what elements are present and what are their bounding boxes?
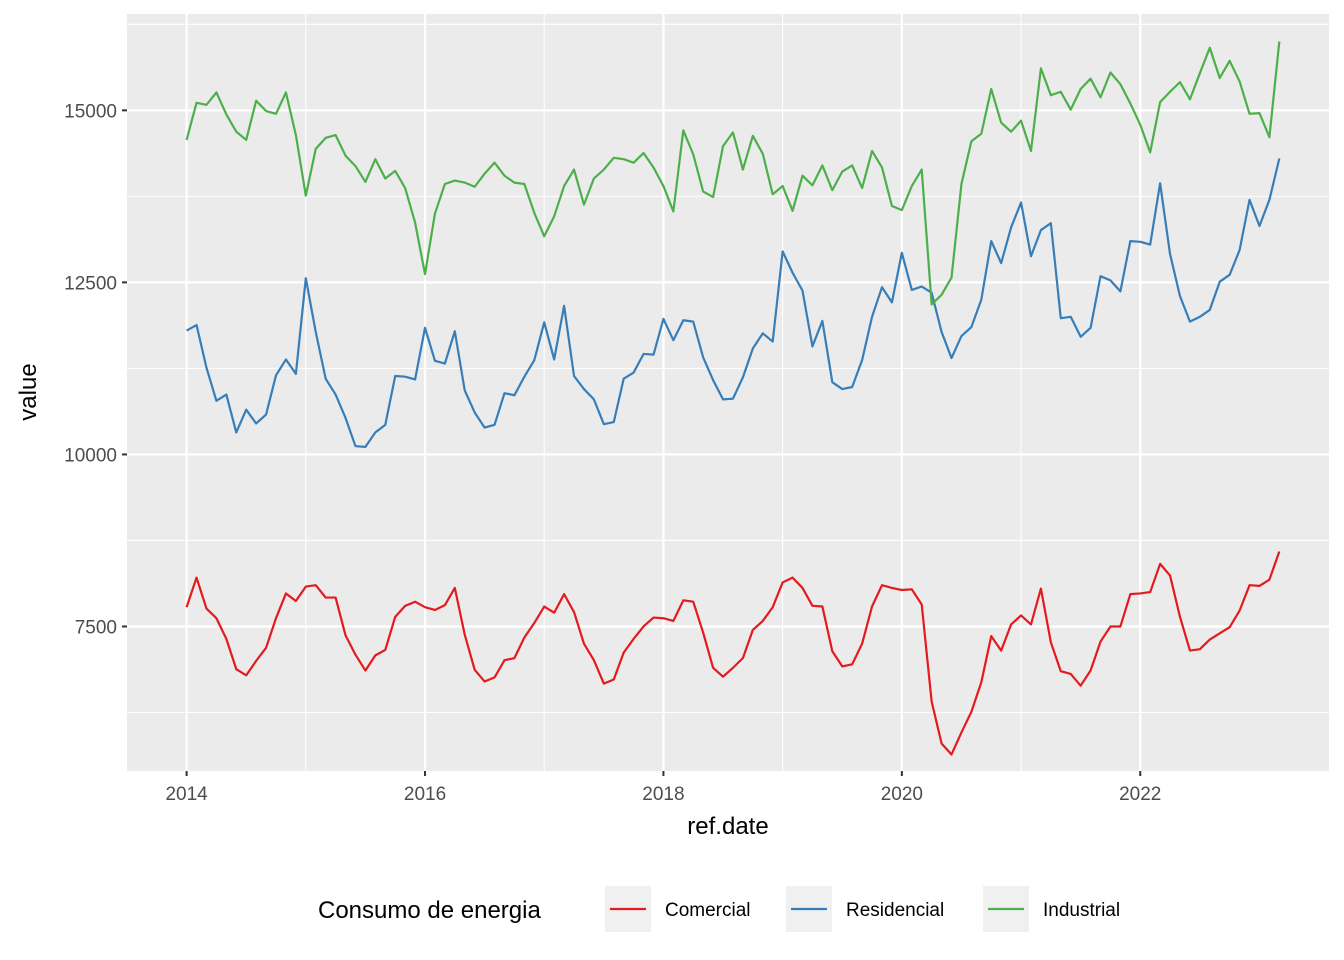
legend-label-industrial: Industrial	[1043, 900, 1120, 921]
series-line-comercial	[185, 551, 1281, 756]
x-axis-title: ref.date	[687, 813, 768, 840]
legend-label-comercial: Comercial	[665, 900, 751, 921]
x-tick-label: 2020	[881, 784, 923, 805]
y-tick-label: 10000	[64, 445, 117, 466]
x-axis: 2014 2016 2018 2020 2022	[165, 771, 1161, 805]
y-tick-label: 15000	[64, 101, 117, 122]
x-tick-label: 2018	[642, 784, 684, 805]
legend-item-industrial: Industrial	[983, 886, 1120, 932]
x-tick-label: 2022	[1119, 784, 1161, 805]
legend-item-residencial: Residencial	[786, 886, 944, 932]
y-tick-label: 12500	[64, 273, 117, 294]
x-tick-label: 2016	[404, 784, 446, 805]
legend: Consumo de energia Comercial Residencial…	[318, 886, 1120, 932]
series-lines	[185, 41, 1281, 756]
legend-item-comercial: Comercial	[605, 886, 751, 932]
legend-title: Consumo de energia	[318, 897, 541, 924]
x-tick-label: 2014	[165, 784, 208, 805]
series-line-residencial	[186, 158, 1281, 448]
grid-minor	[127, 14, 1329, 771]
legend-label-residencial: Residencial	[846, 900, 944, 921]
grid-major	[127, 14, 1329, 771]
panel-background	[127, 14, 1329, 771]
y-axis-title: value	[15, 363, 42, 420]
series-line-industrial	[185, 41, 1281, 306]
y-tick-label: 7500	[75, 617, 117, 638]
y-axis: 7500 10000 12500 15000	[64, 101, 127, 638]
